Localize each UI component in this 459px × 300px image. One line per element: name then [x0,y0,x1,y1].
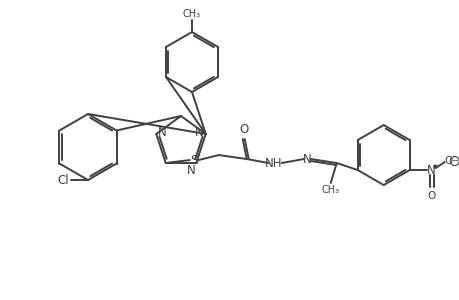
Text: −: − [450,157,457,166]
Text: O: O [427,191,435,201]
Text: N: N [426,164,435,176]
Text: N: N [195,127,203,140]
Text: CH₃: CH₃ [321,185,339,195]
Text: N: N [158,127,167,140]
Text: CH₃: CH₃ [183,9,201,19]
Text: Cl: Cl [57,173,69,187]
Text: N: N [302,152,311,166]
Text: S: S [189,154,197,166]
Text: NH: NH [264,157,282,169]
Text: N: N [186,164,195,177]
Text: O: O [443,156,452,166]
Text: O: O [239,123,248,136]
